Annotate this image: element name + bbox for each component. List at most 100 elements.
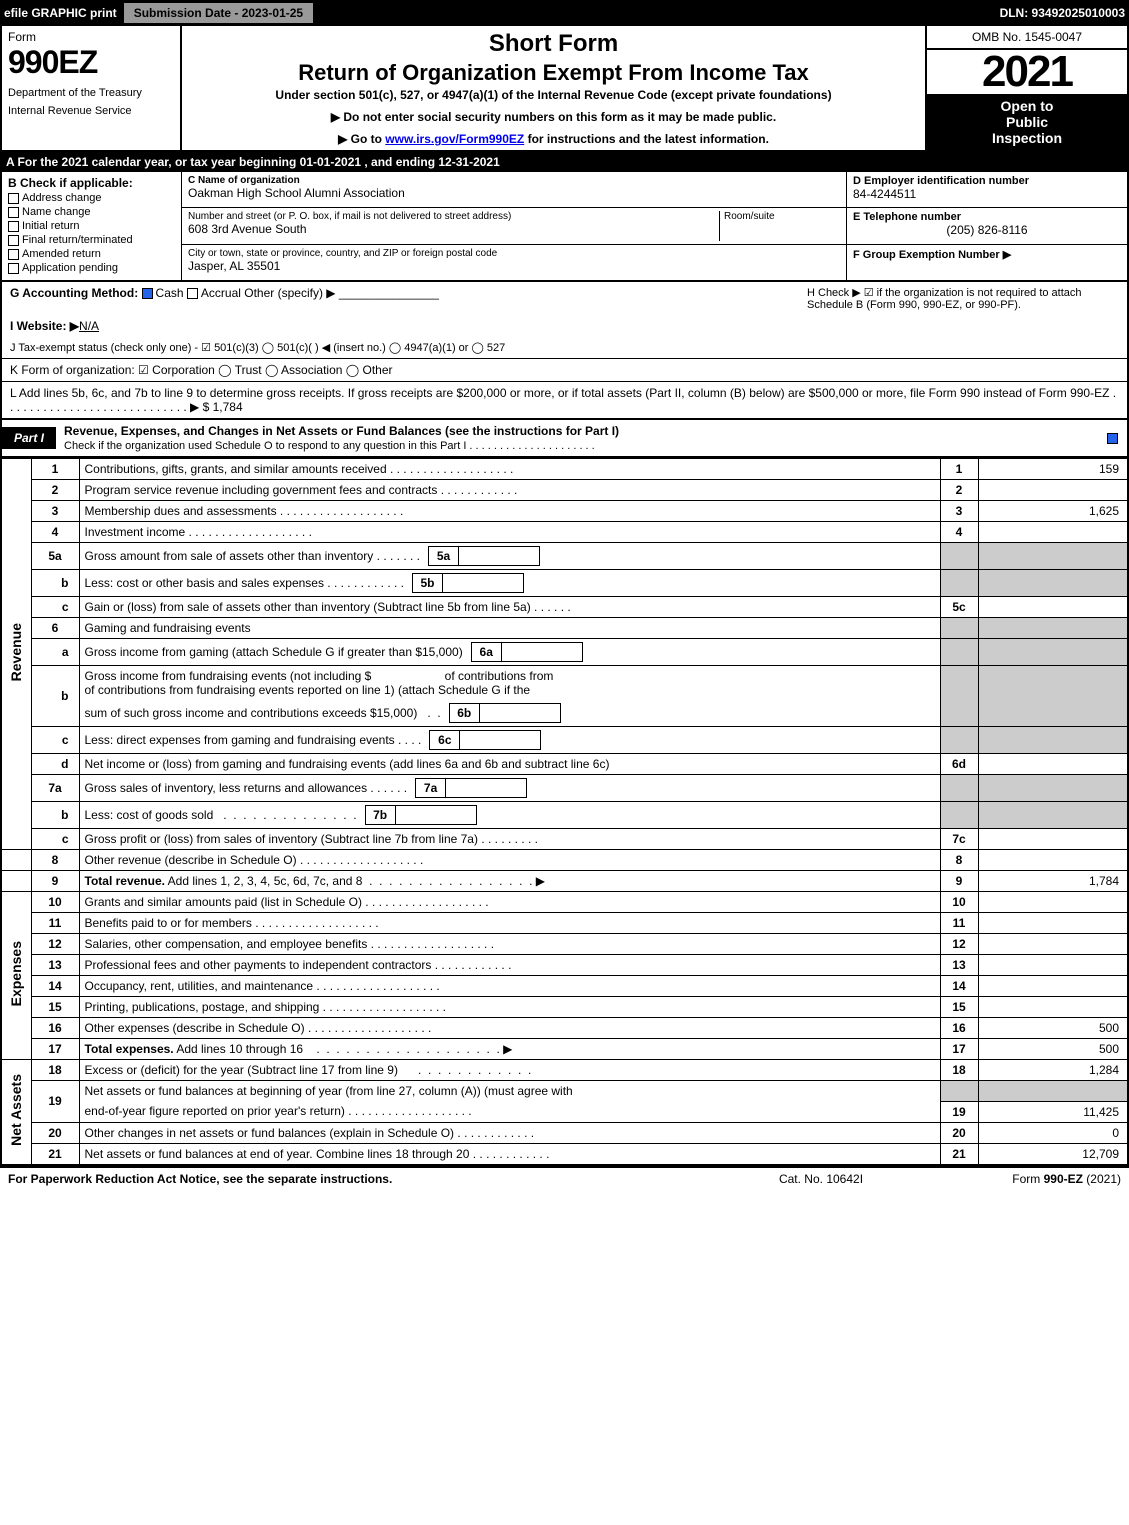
form-meta-block: OMB No. 1545-0047 2021 Open to Public In… bbox=[927, 26, 1127, 150]
section-b: B Check if applicable: Address change Na… bbox=[2, 172, 182, 280]
section-b-title: B Check if applicable: bbox=[8, 176, 175, 190]
line-13-text: Professional fees and other payments to … bbox=[79, 955, 940, 976]
line-7b-text: Less: cost of goods sold . . . . . . . .… bbox=[79, 802, 940, 829]
e-phone-label: E Telephone number bbox=[853, 211, 1121, 223]
line-4-text: Investment income bbox=[79, 522, 940, 543]
open-line3: Inspection bbox=[929, 130, 1125, 146]
line-6c-text: Less: direct expenses from gaming and fu… bbox=[79, 727, 940, 754]
line-6a-text: Gross income from gaming (attach Schedul… bbox=[79, 639, 940, 666]
line-7a-text: Gross sales of inventory, less returns a… bbox=[79, 775, 940, 802]
line-15-text: Printing, publications, postage, and shi… bbox=[79, 997, 940, 1018]
part1-badge: Part I bbox=[2, 427, 56, 449]
form-title-block: Short Form Return of Organization Exempt… bbox=[182, 26, 927, 150]
netassets-side-label: Net Assets bbox=[1, 1060, 31, 1165]
note-goto: ▶ Go to www.irs.gov/Form990EZ for instru… bbox=[190, 132, 917, 146]
line-19-amount: 11,425 bbox=[978, 1101, 1128, 1122]
section-g: G Accounting Method: Cash Accrual Other … bbox=[10, 286, 799, 311]
note-ssn: ▶ Do not enter social security numbers o… bbox=[190, 110, 917, 124]
footer-formref: Form 990-EZ (2021) bbox=[921, 1172, 1121, 1186]
line-13-amount bbox=[978, 955, 1128, 976]
footer-paperwork: For Paperwork Reduction Act Notice, see … bbox=[8, 1172, 721, 1186]
form-number: 990EZ bbox=[8, 44, 174, 81]
form-id-block: Form 990EZ Department of the Treasury In… bbox=[2, 26, 182, 150]
line-8-amount bbox=[978, 850, 1128, 871]
part1-header: Part I Revenue, Expenses, and Changes in… bbox=[0, 419, 1129, 458]
submission-date-button[interactable]: Submission Date - 2023-01-25 bbox=[123, 2, 314, 24]
under-section: Under section 501(c), 527, or 4947(a)(1)… bbox=[190, 88, 917, 102]
title-short-form: Short Form bbox=[190, 30, 917, 58]
line-20-amount: 0 bbox=[978, 1122, 1128, 1143]
chk-accrual[interactable] bbox=[187, 288, 198, 299]
line-1-text: Contributions, gifts, grants, and simila… bbox=[79, 459, 940, 480]
footer-catno: Cat. No. 10642I bbox=[721, 1172, 921, 1186]
dept-treasury: Department of the Treasury bbox=[8, 87, 174, 99]
org-address: 608 3rd Avenue South bbox=[188, 222, 715, 236]
note-goto-post: for instructions and the latest informat… bbox=[524, 132, 769, 146]
section-def: D Employer identification number 84-4244… bbox=[847, 172, 1127, 280]
section-h: H Check ▶ ☑ if the organization is not r… bbox=[799, 286, 1119, 311]
org-city: Jasper, AL 35501 bbox=[188, 259, 840, 273]
line-18-amount: 1,284 bbox=[978, 1060, 1128, 1081]
line-21-text: Net assets or fund balances at end of ye… bbox=[79, 1143, 940, 1165]
line-21-amount: 12,709 bbox=[978, 1143, 1128, 1165]
part1-chk-schedule-o[interactable] bbox=[1107, 433, 1118, 444]
page-footer: For Paperwork Reduction Act Notice, see … bbox=[0, 1166, 1129, 1190]
line-3-text: Membership dues and assessments bbox=[79, 501, 940, 522]
top-bar: efile GRAPHIC print Submission Date - 20… bbox=[0, 0, 1129, 26]
line-3-amount: 1,625 bbox=[978, 501, 1128, 522]
line-17-text: Total expenses. Add lines 10 through 16 … bbox=[79, 1039, 940, 1060]
l-amount: 1,784 bbox=[213, 400, 243, 414]
chk-amended-return[interactable]: Amended return bbox=[8, 248, 175, 260]
section-k: K Form of organization: ☑ Corporation ◯ … bbox=[0, 358, 1129, 382]
form-word: Form bbox=[8, 30, 174, 44]
section-i: I Website: ▶N/A bbox=[0, 315, 1129, 337]
line-10-amount bbox=[978, 892, 1128, 913]
c-room-label: Room/suite bbox=[724, 211, 840, 222]
chk-initial-return[interactable]: Initial return bbox=[8, 220, 175, 232]
line-18-text: Excess or (deficit) for the year (Subtra… bbox=[79, 1060, 940, 1081]
line-8-text: Other revenue (describe in Schedule O) bbox=[79, 850, 940, 871]
section-a-header: A For the 2021 calendar year, or tax yea… bbox=[0, 152, 1129, 172]
chk-cash[interactable] bbox=[142, 288, 153, 299]
e-phone-value: (205) 826-8116 bbox=[853, 223, 1121, 237]
line-7c-text: Gross profit or (loss) from sales of inv… bbox=[79, 829, 940, 850]
c-name-label: C Name of organization bbox=[188, 175, 300, 186]
line-11-amount bbox=[978, 913, 1128, 934]
line-2-text: Program service revenue including govern… bbox=[79, 480, 940, 501]
line-6-text: Gaming and fundraising events bbox=[79, 618, 940, 639]
line-9-amount: 1,784 bbox=[978, 871, 1128, 892]
chk-final-return[interactable]: Final return/terminated bbox=[8, 234, 175, 246]
c-addr-label: Number and street (or P. O. box, if mail… bbox=[188, 211, 715, 222]
line-12-amount bbox=[978, 934, 1128, 955]
line-6d-text: Net income or (loss) from gaming and fun… bbox=[79, 754, 940, 775]
chk-name-change[interactable]: Name change bbox=[8, 206, 175, 218]
chk-application-pending[interactable]: Application pending bbox=[8, 262, 175, 274]
line-5a-text: Gross amount from sale of assets other t… bbox=[79, 543, 940, 570]
revenue-side-label: Revenue bbox=[1, 459, 31, 850]
dept-irs: Internal Revenue Service bbox=[8, 105, 174, 117]
irs-link[interactable]: www.irs.gov/Form990EZ bbox=[385, 132, 524, 146]
section-l: L Add lines 5b, 6c, and 7b to line 9 to … bbox=[0, 382, 1129, 419]
line-10-text: Grants and similar amounts paid (list in… bbox=[79, 892, 940, 913]
chk-address-change[interactable]: Address change bbox=[8, 192, 175, 204]
efile-label[interactable]: efile GRAPHIC print bbox=[4, 6, 117, 20]
line-16-amount: 500 bbox=[978, 1018, 1128, 1039]
title-return: Return of Organization Exempt From Incom… bbox=[190, 60, 917, 86]
line-19-text2: end-of-year figure reported on prior yea… bbox=[79, 1101, 940, 1122]
section-c: C Name of organization Oakman High Schoo… bbox=[182, 172, 847, 280]
open-line1: Open to bbox=[929, 98, 1125, 114]
line-14-amount bbox=[978, 976, 1128, 997]
line-17-amount: 500 bbox=[978, 1039, 1128, 1060]
tax-year: 2021 bbox=[927, 50, 1127, 94]
part1-title: Revenue, Expenses, and Changes in Net As… bbox=[56, 420, 1107, 456]
line-12-text: Salaries, other compensation, and employ… bbox=[79, 934, 940, 955]
f-group-label: F Group Exemption Number ▶ bbox=[853, 248, 1121, 261]
c-city-label: City or town, state or province, country… bbox=[188, 248, 840, 259]
open-line2: Public bbox=[929, 114, 1125, 130]
line-19-text1: Net assets or fund balances at beginning… bbox=[79, 1081, 940, 1102]
line-6d-amount bbox=[978, 754, 1128, 775]
line-20-text: Other changes in net assets or fund bala… bbox=[79, 1122, 940, 1143]
expenses-side-label: Expenses bbox=[1, 892, 31, 1060]
line-5c-amount bbox=[978, 597, 1128, 618]
line-6b-text1: Gross income from fundraising events (no… bbox=[79, 666, 940, 701]
